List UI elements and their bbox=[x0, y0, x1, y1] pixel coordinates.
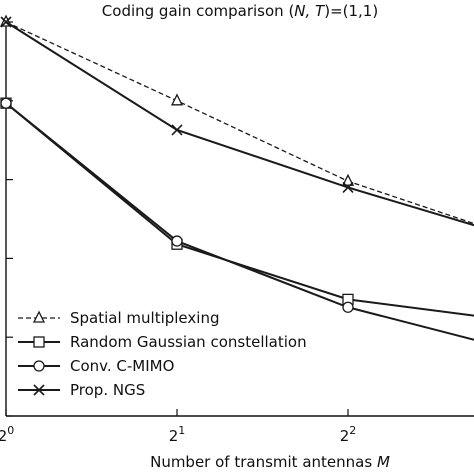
x-tick-label-1: 21 bbox=[169, 424, 186, 445]
legend-label-2: Conv. C-MIMO bbox=[70, 357, 174, 375]
data-point-0-1 bbox=[170, 93, 184, 106]
series-0 bbox=[0, 14, 474, 225]
x-tick-label-2: 22 bbox=[340, 424, 357, 445]
series-line-3 bbox=[5, 21, 474, 227]
series-layer bbox=[0, 14, 474, 341]
legend-marker-3 bbox=[33, 384, 45, 396]
chart-title: Coding gain comparison (N, T)=(1,1) bbox=[102, 2, 378, 20]
series-3 bbox=[0, 16, 474, 227]
series-line-2 bbox=[5, 102, 474, 341]
legend-item-0: Spatial multiplexing bbox=[18, 309, 219, 327]
data-point-2-1 bbox=[171, 235, 183, 247]
x-tick-label-0: 20 bbox=[0, 424, 14, 445]
series-line-0 bbox=[5, 21, 474, 225]
data-point-0-2 bbox=[341, 173, 355, 186]
data-point-2-2 bbox=[342, 301, 354, 313]
legend-label-3: Prop. NGS bbox=[70, 381, 145, 399]
legend-marker-0 bbox=[32, 310, 46, 323]
legend: Spatial multiplexing Random Gaussian cons… bbox=[18, 309, 307, 399]
series-line-1 bbox=[5, 102, 474, 317]
data-point-3-1 bbox=[171, 124, 183, 136]
series-2 bbox=[0, 97, 474, 341]
plot-axes: 20 21 22 bbox=[0, 21, 474, 445]
legend-item-2: Conv. C-MIMO bbox=[18, 357, 174, 375]
data-point-3-0 bbox=[0, 16, 12, 28]
x-axis-label: Number of transmit antennas M bbox=[150, 453, 390, 471]
data-point-2-0 bbox=[0, 97, 12, 109]
data-point-3-2 bbox=[342, 181, 354, 194]
legend-item-3: Prop. NGS bbox=[18, 381, 145, 399]
legend-label-0: Spatial multiplexing bbox=[70, 309, 219, 327]
legend-marker-1 bbox=[33, 336, 45, 348]
legend-label-1: Random Gaussian constellation bbox=[70, 333, 307, 351]
series-1 bbox=[0, 97, 474, 317]
legend-marker-2 bbox=[33, 360, 45, 372]
legend-item-1: Random Gaussian constellation bbox=[18, 333, 307, 351]
